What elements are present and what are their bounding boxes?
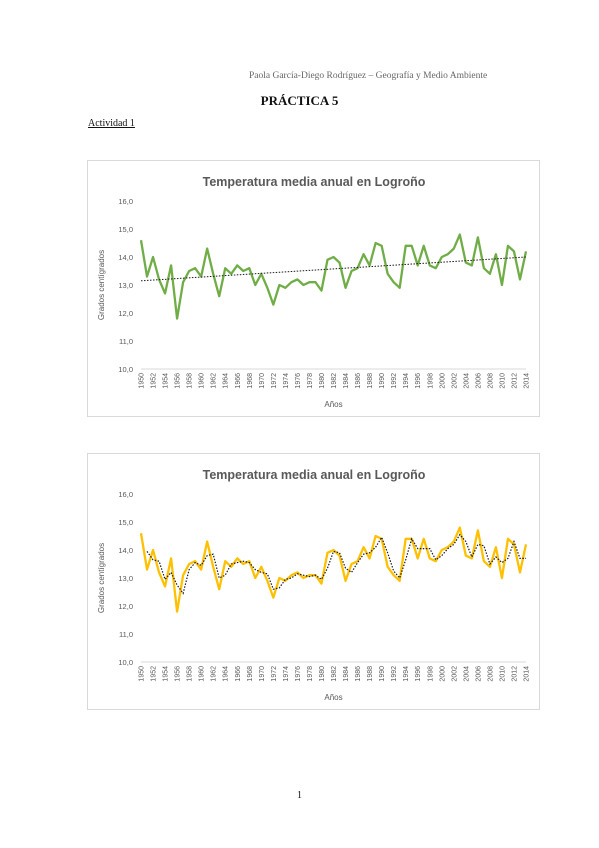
y-tick-label: 12,0 [118, 602, 133, 611]
x-tick-label: 1974 [283, 373, 290, 389]
x-tick-label: 1964 [223, 666, 230, 682]
chart-container: Temperatura media anual en Logroño 10,0 11… [87, 160, 540, 417]
y-tick-label: 12,0 [118, 309, 133, 318]
x-tick-label: 1978 [307, 666, 314, 682]
x-tick-label: 1958 [187, 373, 194, 389]
x-axis-title: Años [324, 693, 342, 702]
y-axis-title: Grados centígrados [97, 250, 106, 320]
x-tick-label: 1976 [295, 373, 302, 389]
linear-trendline [140, 256, 527, 282]
x-tick-label: 1998 [427, 666, 434, 682]
x-tick-label: 1962 [211, 373, 218, 389]
moving-average-trendline [146, 533, 526, 595]
x-tick-label: 1954 [163, 666, 170, 682]
x-tick-label: 2002 [451, 373, 458, 389]
x-tick-label: 1990 [379, 666, 386, 682]
page-number: 1 [297, 790, 302, 801]
x-tick-label: 1980 [319, 666, 326, 682]
x-tick-label: 1986 [355, 666, 362, 682]
y-tick-label: 16,0 [118, 490, 133, 499]
y-tick-label: 10,0 [118, 365, 133, 374]
x-tick-label: 1998 [427, 373, 434, 389]
y-tick-label: 14,0 [118, 253, 133, 262]
x-tick-label: 1966 [235, 373, 242, 389]
x-tick-label: 2014 [524, 666, 531, 682]
x-tick-label: 1966 [235, 666, 242, 682]
x-tick-label: 1972 [271, 373, 278, 389]
x-tick-label: 1956 [175, 373, 182, 389]
x-tick-label: 2012 [511, 666, 518, 682]
temperature-series-line [139, 233, 528, 320]
x-tick-label: 2004 [463, 373, 470, 389]
y-tick-label: 11,0 [119, 337, 133, 346]
x-tick-label: 1990 [379, 373, 386, 389]
x-tick-label: 1954 [163, 373, 170, 389]
x-tick-label: 1976 [295, 666, 302, 682]
x-tick-label: 1996 [415, 373, 422, 389]
x-tick-label: 1964 [223, 373, 230, 389]
x-tick-label: 1952 [151, 373, 158, 389]
x-tick-label: 2010 [499, 666, 506, 682]
x-tick-label: 2006 [475, 373, 482, 389]
x-tick-label: 1992 [391, 373, 398, 389]
x-tick-label: 1996 [415, 666, 422, 682]
x-tick-label: 1984 [343, 373, 350, 389]
x-tick-label: 1968 [247, 373, 254, 389]
line-chart-svg: Temperatura media anual en Logroño 10,0 11… [97, 468, 531, 702]
y-tick-label: 15,0 [118, 518, 133, 527]
x-tick-label: 1972 [271, 666, 278, 682]
y-tick-label: 14,0 [118, 546, 133, 555]
author-note: Paola García-Diego Rodríguez – Geografía… [249, 71, 488, 81]
x-tick-label: 2008 [487, 666, 494, 682]
x-tick-label: 2008 [487, 373, 494, 389]
y-tick-label: 10,0 [118, 658, 133, 667]
x-tick-label: 1994 [403, 666, 410, 682]
x-tick-label: 1980 [319, 373, 326, 389]
y-tick-label: 13,0 [118, 281, 133, 290]
line-chart-svg: Temperatura media anual en Logroño 10,0 11… [97, 175, 531, 409]
x-tick-label: 1974 [283, 666, 290, 682]
x-tick-label: 1994 [403, 373, 410, 389]
x-tick-label: 1950 [139, 666, 146, 682]
y-axis-title: Grados centígrados [97, 543, 106, 613]
chart-title: Temperatura media anual en Logroño [203, 175, 426, 189]
section-label: Actividad 1 [88, 118, 135, 129]
x-axis-title: Años [324, 400, 342, 409]
x-tick-label: 1952 [151, 666, 158, 682]
y-tick-label: 13,0 [118, 574, 133, 583]
x-tick-label: 1984 [343, 666, 350, 682]
chart-title: Temperatura media anual en Logroño [203, 468, 426, 482]
x-tick-label: 1982 [331, 666, 338, 682]
x-tick-label: 2002 [451, 666, 458, 682]
x-tick-label: 1958 [187, 666, 194, 682]
x-tick-label: 1992 [391, 666, 398, 682]
x-tick-label: 1986 [355, 373, 362, 389]
x-tick-label: 1970 [259, 666, 266, 682]
x-tick-label: 1988 [367, 373, 374, 389]
x-tick-label: 2006 [475, 666, 482, 682]
x-tick-label: 2014 [524, 373, 531, 389]
x-tick-label: 2000 [439, 373, 446, 389]
x-tick-label: 1982 [331, 373, 338, 389]
x-tick-label: 1956 [175, 666, 182, 682]
x-tick-label: 1962 [211, 666, 218, 682]
x-tick-label: 2004 [463, 666, 470, 682]
x-tick-label: 1960 [199, 666, 206, 682]
x-tick-label: 2010 [499, 373, 506, 389]
temperature-series-line [139, 526, 528, 613]
x-tick-label: 2012 [511, 373, 518, 389]
x-tick-label: 1968 [247, 666, 254, 682]
y-tick-label: 15,0 [118, 225, 133, 234]
y-tick-label: 16,0 [118, 197, 133, 206]
x-tick-label: 2000 [439, 666, 446, 682]
x-tick-label: 1978 [307, 373, 314, 389]
page-title: PRÁCTICA 5 [260, 93, 339, 108]
y-tick-label: 11,0 [119, 630, 133, 639]
x-tick-label: 1988 [367, 666, 374, 682]
x-tick-label: 1950 [139, 373, 146, 389]
x-tick-label: 1970 [259, 373, 266, 389]
x-tick-label: 1960 [199, 373, 206, 389]
chart-container: Temperatura media anual en Logroño 10,0 11… [87, 453, 540, 710]
